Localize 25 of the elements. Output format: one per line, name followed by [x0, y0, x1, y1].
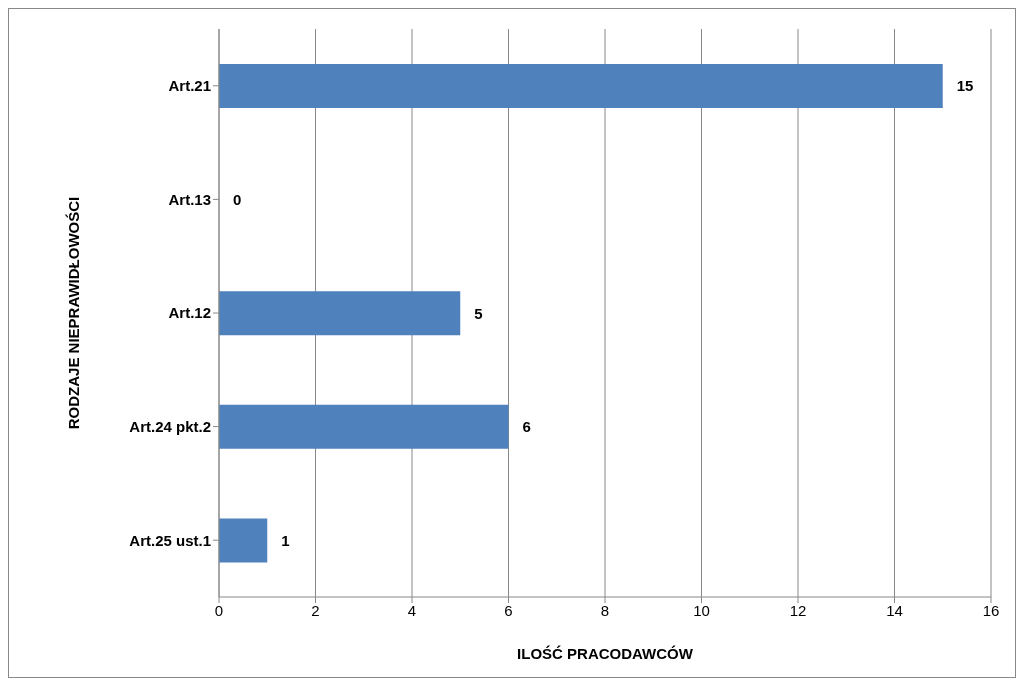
y-axis-title: RODZAJE NIEPRAWIDŁOWOŚCI	[65, 196, 83, 430]
bar	[219, 64, 943, 108]
bar	[219, 518, 268, 563]
x-tick-label: 8	[600, 601, 610, 619]
y-tick-label: Art.12	[168, 304, 211, 322]
data-label: 5	[474, 304, 483, 322]
x-tick-label: 16	[982, 601, 1000, 619]
x-tick-label: 0	[214, 601, 224, 619]
x-tick-label: 10	[693, 601, 710, 619]
y-tick-label: Art.13	[168, 190, 211, 208]
x-tick-label: 14	[886, 601, 903, 619]
x-axis-title: ILOŚĆ PRACODAWCÓW	[517, 645, 694, 662]
bar	[219, 291, 461, 336]
y-tick-label: Art.25 ust.1	[129, 531, 211, 549]
bar	[219, 404, 509, 449]
x-tick-label: 4	[407, 601, 417, 619]
data-label: 0	[233, 190, 242, 208]
data-label: 15	[956, 77, 974, 95]
data-label: 6	[522, 418, 531, 436]
data-label: 1	[281, 531, 290, 549]
x-tick-label: 12	[789, 601, 807, 619]
y-tick-label: Art.21	[168, 77, 211, 95]
x-tick-label: 6	[504, 601, 513, 619]
x-tick-label: 2	[311, 601, 320, 619]
y-tick-label: Art.24 pkt.2	[129, 417, 211, 435]
